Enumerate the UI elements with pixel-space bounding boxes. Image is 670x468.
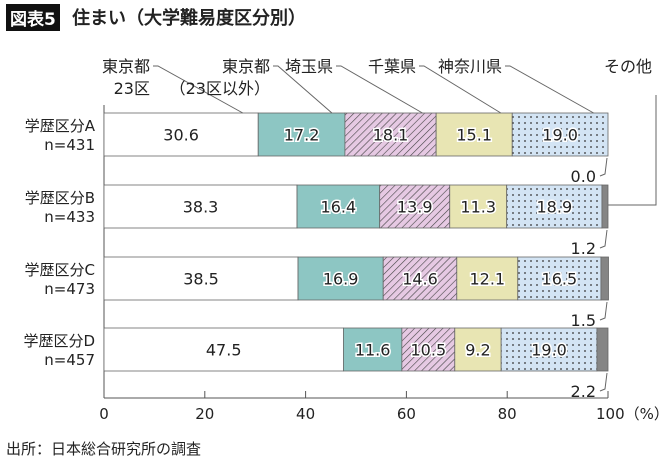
- data-label: 19.0: [531, 341, 567, 360]
- x-tick-label: 100（%）: [596, 405, 669, 423]
- bar-segment: [401, 327, 456, 372]
- leader-line: [419, 65, 502, 114]
- legend-label: 埼玉県: [285, 57, 333, 76]
- category-label: 学歴区分B: [25, 189, 95, 207]
- data-label: 19.0: [542, 126, 578, 145]
- data-label: 1.2: [571, 239, 596, 258]
- data-label: 14.6: [402, 270, 438, 289]
- data-label: 12.1: [469, 270, 505, 289]
- x-tick-label: 40: [296, 405, 315, 423]
- data-label: 17.2: [284, 126, 320, 145]
- data-label: 1.5: [571, 311, 596, 330]
- legend-label: その他: [604, 57, 652, 76]
- x-tick-label: 80: [498, 405, 517, 423]
- leader-line: [153, 65, 244, 114]
- bar-segment: [379, 184, 451, 229]
- leader-line: [608, 95, 657, 206]
- bar-segment: [297, 256, 384, 301]
- leader-line: [599, 229, 608, 249]
- bar-segment: [344, 112, 437, 157]
- leader-line: [599, 372, 608, 392]
- bar-segment: [342, 327, 403, 372]
- bar-segment: [257, 112, 346, 157]
- data-label: 38.3: [183, 198, 219, 217]
- bar-segment: [435, 112, 513, 157]
- legend-label: 千葉県: [368, 57, 416, 76]
- category-label: 学歴区分D: [23, 332, 95, 350]
- data-label: 16.5: [542, 270, 578, 289]
- category-count: n=473: [44, 280, 95, 298]
- legend-label: 東京都: [222, 57, 270, 76]
- bar-segment: [382, 256, 458, 301]
- data-label: 10.5: [411, 341, 447, 360]
- source-note: 出所：日本総合研究所の調査: [6, 440, 202, 458]
- bar-segment: [454, 327, 502, 372]
- x-tick-label: 20: [195, 405, 214, 423]
- category-label: 学歴区分C: [25, 261, 95, 279]
- bar-segment: [103, 184, 298, 229]
- data-label: 30.6: [163, 126, 199, 145]
- leader-line: [273, 65, 333, 114]
- data-label: 18.9: [537, 198, 573, 217]
- data-label: 9.2: [465, 341, 490, 360]
- legend-label: 東京都: [102, 57, 150, 76]
- leader-line: [599, 157, 608, 177]
- bar-segment: [511, 112, 609, 157]
- chart-title: 住まい（大学難易度区分別）: [72, 8, 306, 29]
- category-label: 学歴区分A: [25, 117, 96, 135]
- data-label: 2.2: [571, 382, 596, 401]
- data-label: 18.1: [373, 126, 409, 145]
- category-count: n=433: [44, 208, 95, 226]
- bar-segment: [296, 184, 381, 229]
- data-label: 16.9: [323, 270, 359, 289]
- data-label: 11.3: [460, 198, 496, 217]
- legend-label: （23区以外）: [170, 79, 270, 98]
- legend-label: 神奈川県: [438, 57, 502, 76]
- bar-segment: [103, 112, 259, 157]
- x-tick-label: 60: [397, 405, 416, 423]
- leader-line: [599, 301, 608, 321]
- leader-line: [505, 65, 594, 114]
- bar-segment: [596, 327, 609, 372]
- category-count: n=457: [44, 351, 95, 369]
- bar-segment: [103, 327, 344, 372]
- bar-segment: [449, 184, 508, 229]
- x-tick-label: 0: [99, 405, 109, 423]
- figure-label: 図表5: [6, 4, 60, 31]
- bar-segment: [600, 256, 609, 301]
- bar-segment: [517, 256, 602, 301]
- data-label: 38.5: [183, 270, 219, 289]
- data-label: 13.9: [397, 198, 433, 217]
- bar-segment: [506, 184, 603, 229]
- data-label: 15.1: [456, 126, 492, 145]
- leader-line: [336, 65, 423, 114]
- bar-segment: [103, 256, 299, 301]
- bar-segment: [500, 327, 598, 372]
- bar-segment: [456, 256, 519, 301]
- data-label: 47.5: [206, 341, 242, 360]
- category-count: n=431: [44, 136, 95, 154]
- bar-segment: [601, 184, 609, 229]
- legend-label: 23区: [114, 79, 150, 98]
- data-label: 11.6: [355, 341, 391, 360]
- data-label: 0.0: [571, 167, 596, 186]
- data-label: 16.4: [321, 198, 357, 217]
